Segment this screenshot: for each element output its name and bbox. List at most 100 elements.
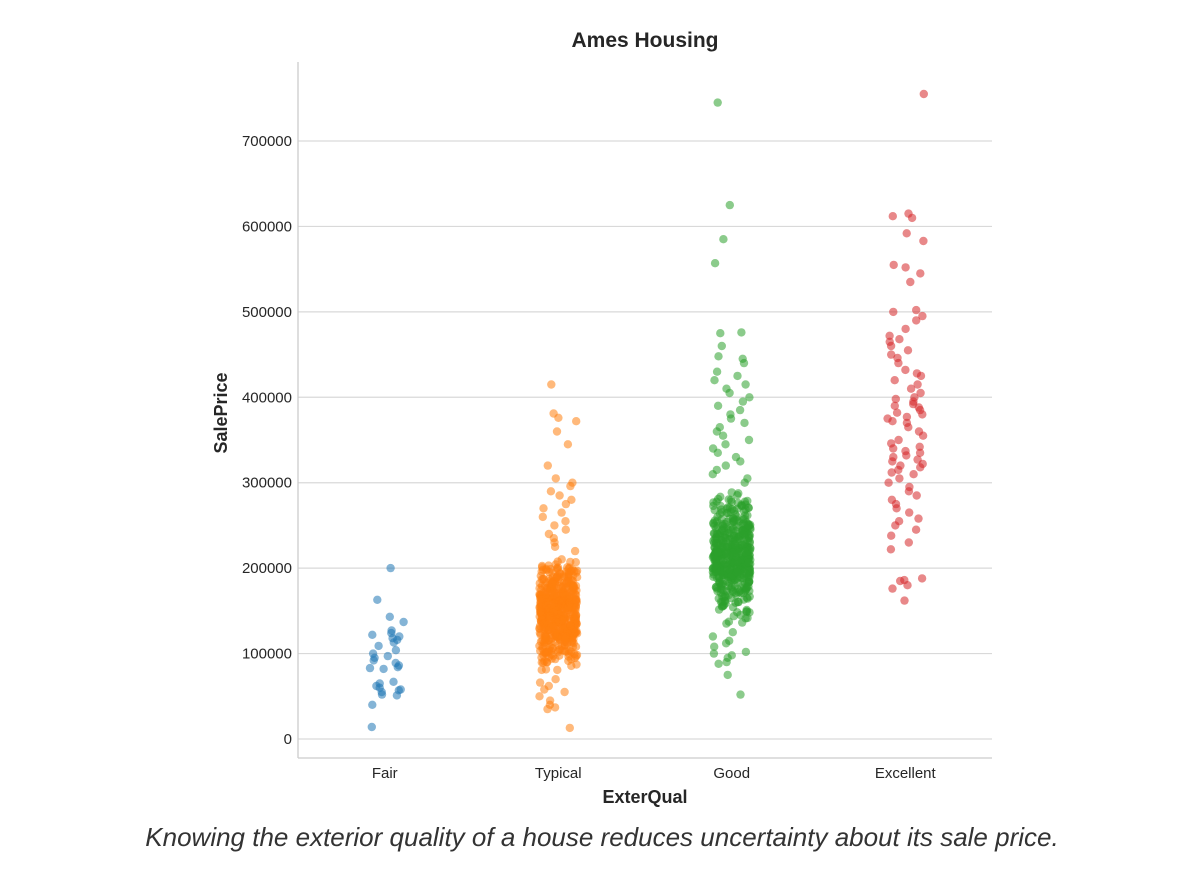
data-point: [886, 341, 896, 351]
data-point: [894, 465, 903, 475]
data-point: [552, 631, 561, 641]
data-point: [733, 371, 742, 381]
data-point: [549, 608, 558, 617]
data-point: [566, 621, 575, 630]
data-point: [728, 628, 737, 637]
x-tick-label: Excellent: [875, 765, 937, 782]
data-point: [727, 488, 736, 497]
data-point: [722, 508, 731, 518]
data-point: [916, 269, 925, 278]
y-tick-label: 700000: [242, 133, 292, 150]
data-point: [734, 489, 743, 498]
data-point: [393, 663, 402, 672]
data-point: [890, 376, 899, 385]
data-point: [540, 685, 549, 694]
data-point: [916, 463, 925, 472]
data-point: [892, 408, 902, 417]
data-point: [894, 435, 903, 445]
data-point: [557, 616, 567, 625]
data-point: [546, 487, 556, 496]
data-point: [919, 236, 928, 246]
data-point: [885, 331, 894, 340]
data-point: [889, 307, 898, 317]
data-point: [896, 576, 905, 586]
data-point: [915, 448, 925, 457]
data-point: [887, 531, 896, 540]
data-point: [900, 596, 909, 605]
data-point: [912, 491, 921, 500]
data-point: [560, 647, 569, 656]
data-point: [887, 350, 896, 359]
data-point: [722, 549, 731, 558]
data-point: [368, 700, 377, 709]
data-point: [716, 492, 725, 501]
data-point: [891, 521, 900, 530]
data-point: [713, 548, 722, 557]
data-point: [919, 89, 928, 99]
data-point: [572, 566, 582, 575]
x-tick-label: Good: [713, 765, 750, 782]
data-point: [736, 690, 745, 699]
data-point: [917, 574, 927, 583]
data-point: [916, 388, 925, 398]
data-point: [744, 520, 753, 530]
data-point: [544, 621, 554, 631]
data-point: [890, 401, 899, 410]
data-point: [911, 525, 921, 534]
data-point: [389, 638, 398, 647]
grid-lines: [298, 140, 992, 740]
data-point: [902, 451, 911, 460]
data-point: [906, 277, 915, 287]
data-point: [719, 601, 728, 610]
data-point: [894, 358, 903, 368]
data-point: [548, 568, 557, 577]
chart-title: Ames Housing: [571, 29, 718, 52]
y-tick-label: 600000: [242, 218, 292, 235]
y-tick-label: 100000: [242, 646, 292, 663]
data-point: [902, 229, 911, 238]
data-point: [570, 546, 580, 556]
data-point: [901, 263, 910, 272]
data-point: [563, 440, 573, 449]
data-point: [745, 592, 754, 601]
data-point: [552, 427, 562, 436]
data-point: [723, 670, 732, 680]
data-point: [901, 324, 910, 334]
data-point: [571, 642, 581, 651]
data-point: [915, 442, 924, 451]
data-point: [734, 588, 744, 597]
data-point: [547, 380, 556, 389]
data-point: [740, 547, 750, 557]
data-point: [391, 646, 401, 655]
data-point: [551, 474, 560, 483]
data-point: [374, 641, 383, 651]
x-tick-label: Typical: [535, 765, 582, 782]
data-point: [918, 431, 928, 440]
data-point: [736, 457, 745, 466]
data-point: [717, 515, 726, 524]
data-point: [903, 346, 913, 355]
data-point: [901, 365, 910, 375]
data-point: [737, 328, 746, 337]
data-point: [713, 448, 722, 457]
data-point: [561, 499, 571, 509]
data-point: [545, 642, 555, 651]
x-axis-label: ExterQual: [602, 787, 687, 807]
y-tick-labels: 0 100000 200000 300000 400000 500000 600000 700…: [242, 133, 292, 748]
y-tick-label: 200000: [242, 560, 292, 577]
data-point: [536, 601, 546, 611]
data-point: [741, 647, 751, 657]
data-point: [888, 417, 897, 426]
data-point: [383, 651, 392, 661]
data-point: [550, 703, 560, 712]
data-points: [365, 89, 928, 733]
data-point: [740, 478, 749, 487]
data-point: [718, 431, 728, 440]
data-point: [745, 393, 754, 402]
data-point: [732, 567, 742, 577]
data-point: [892, 504, 901, 513]
data-point: [560, 687, 569, 697]
data-point: [386, 563, 395, 573]
data-point: [744, 435, 754, 445]
data-point: [535, 641, 544, 650]
